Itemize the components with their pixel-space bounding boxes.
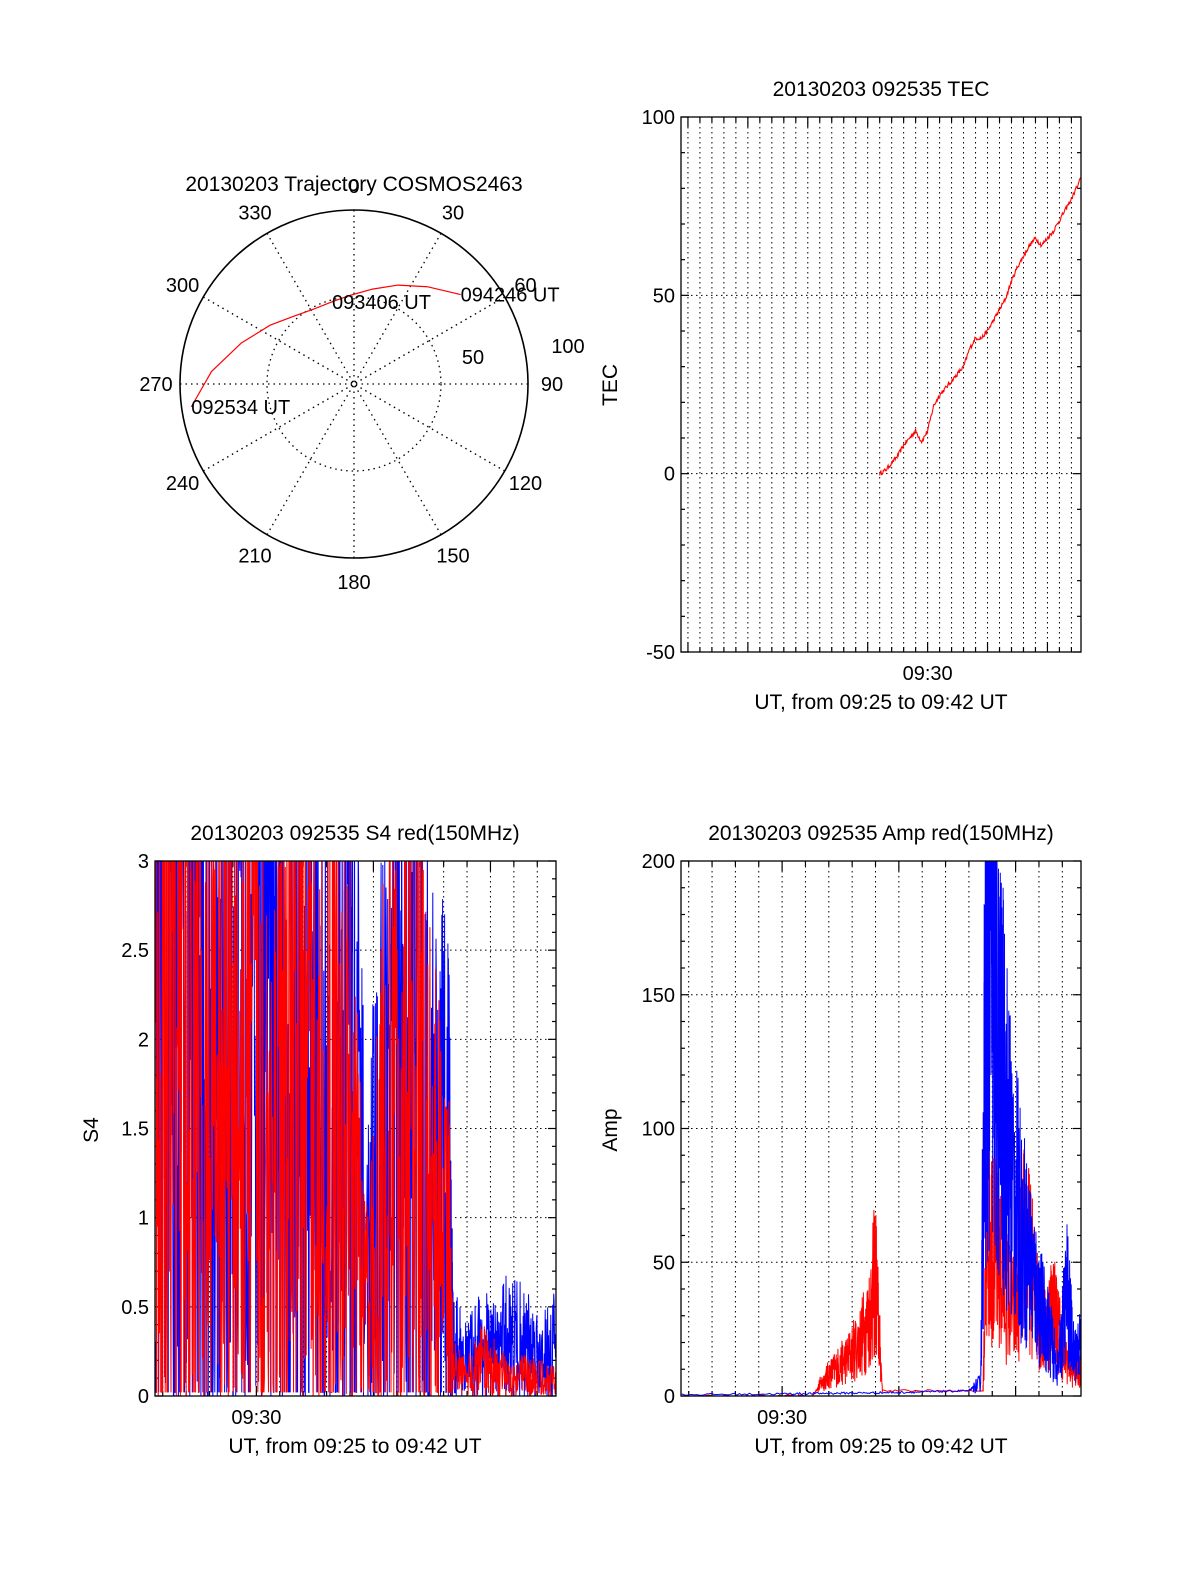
y-tick-label: 1	[138, 1208, 149, 1230]
y-tick-label: 0	[664, 1386, 675, 1408]
tec-xlabel: UT, from 09:25 to 09:42 UT	[754, 691, 1007, 714]
plot-frame	[680, 116, 1082, 653]
series-group	[879, 177, 1081, 476]
polar-spoke-150	[266, 232, 442, 536]
s4-ylabel: S4	[80, 1117, 103, 1143]
polar-title: 20130203 Trajectory COSMOS2463	[185, 173, 522, 196]
series-group	[155, 861, 556, 1396]
amp-title: 20130203 092535 Amp red(150MHz)	[708, 822, 1054, 845]
polar-azimuth-label-240: 240	[166, 473, 199, 495]
series-group	[681, 861, 1081, 1396]
y-tick-label: 0	[138, 1386, 149, 1408]
tec-ylabel: TEC	[599, 364, 622, 406]
polar-azimuth-label-210: 210	[238, 545, 271, 567]
elevation-label-50: 50	[462, 347, 484, 369]
polar-azimuth-labels: 0 30 60 90 120 150 180 210 240 270 300 330	[139, 176, 563, 594]
y-tick-label: -50	[646, 642, 675, 664]
polar-outer-circle	[179, 209, 529, 559]
polar-azimuth-label-330: 330	[238, 203, 271, 225]
polar-inner-circle	[266, 296, 442, 472]
trajectory-polar-plot: 20130203 Trajectory COSMOS2463 0 30 60 90 12…	[139, 173, 584, 594]
polar-azimuth-label-90: 90	[541, 374, 563, 396]
plot-frame	[154, 860, 557, 1397]
s4-xlabel: UT, from 09:25 to 09:42 UT	[228, 1435, 481, 1458]
y-tick-label: 3	[138, 851, 149, 873]
trajectory-annotations: 092534 UT 093406 UT 094246 UT	[191, 285, 559, 419]
series-line-red	[879, 177, 1081, 476]
y-tick-label: 0	[664, 464, 675, 486]
polar-spoke-60	[202, 296, 506, 472]
y-tick-label: 2.5	[121, 940, 149, 962]
polar-azimuth-label-180: 180	[337, 572, 370, 594]
y-tick-label: 100	[642, 107, 675, 129]
y-tick-label: 1.5	[121, 1119, 149, 1141]
trajectory-line	[190, 284, 461, 408]
y-tick-label: 150	[642, 985, 675, 1007]
y-tick-label: 50	[653, 285, 675, 307]
x-tick-label: 09:30	[231, 1407, 281, 1429]
series-line-red	[155, 861, 556, 1396]
series-line-blue	[681, 861, 1081, 1396]
s4-title: 20130203 092535 S4 red(150MHz)	[190, 822, 519, 845]
y-tick-label: 2	[138, 1029, 149, 1051]
trajectory-time-label: 093406 UT	[332, 292, 431, 314]
trajectory-path	[190, 284, 461, 408]
tec-title: 20130203 092535 TEC	[773, 78, 990, 101]
polar-azimuth-label-120: 120	[509, 473, 542, 495]
polar-azimuth-label-30: 30	[442, 203, 464, 225]
polar-azimuth-label-150: 150	[436, 545, 469, 567]
amp-ylabel: Amp	[599, 1108, 622, 1151]
polar-azimuth-label-60: 60	[514, 275, 536, 297]
trajectory-time-label: 094246 UT	[461, 285, 560, 307]
amp-plot: 20130203 092535 Amp red(150MHz) Amp UT, …	[599, 822, 1082, 1458]
polar-azimuth-label-300: 300	[166, 275, 199, 297]
x-tick-label: 09:30	[903, 663, 953, 685]
polar-grid	[179, 209, 529, 559]
elevation-label-100: 100	[551, 336, 584, 358]
y-tick-label: 0.5	[121, 1297, 149, 1319]
tec-plot: 20130203 092535 TEC TEC UT, from 09:25 t…	[599, 78, 1082, 714]
y-tick-label: 50	[653, 1252, 675, 1274]
polar-azimuth-label-0: 0	[348, 176, 359, 198]
y-tick-label: 200	[642, 851, 675, 873]
polar-azimuth-label-270: 270	[139, 374, 172, 396]
s4-plot: 20130203 092535 S4 red(150MHz) S4 UT, fr…	[80, 822, 557, 1458]
x-tick-label: 09:30	[757, 1407, 807, 1429]
trajectory-time-label: 092534 UT	[191, 397, 290, 419]
amp-xlabel: UT, from 09:25 to 09:42 UT	[754, 1435, 1007, 1458]
polar-spoke-120	[202, 296, 506, 472]
polar-spoke-30	[266, 232, 442, 536]
y-tick-label: 100	[642, 1119, 675, 1141]
plot-frame	[680, 860, 1082, 1397]
